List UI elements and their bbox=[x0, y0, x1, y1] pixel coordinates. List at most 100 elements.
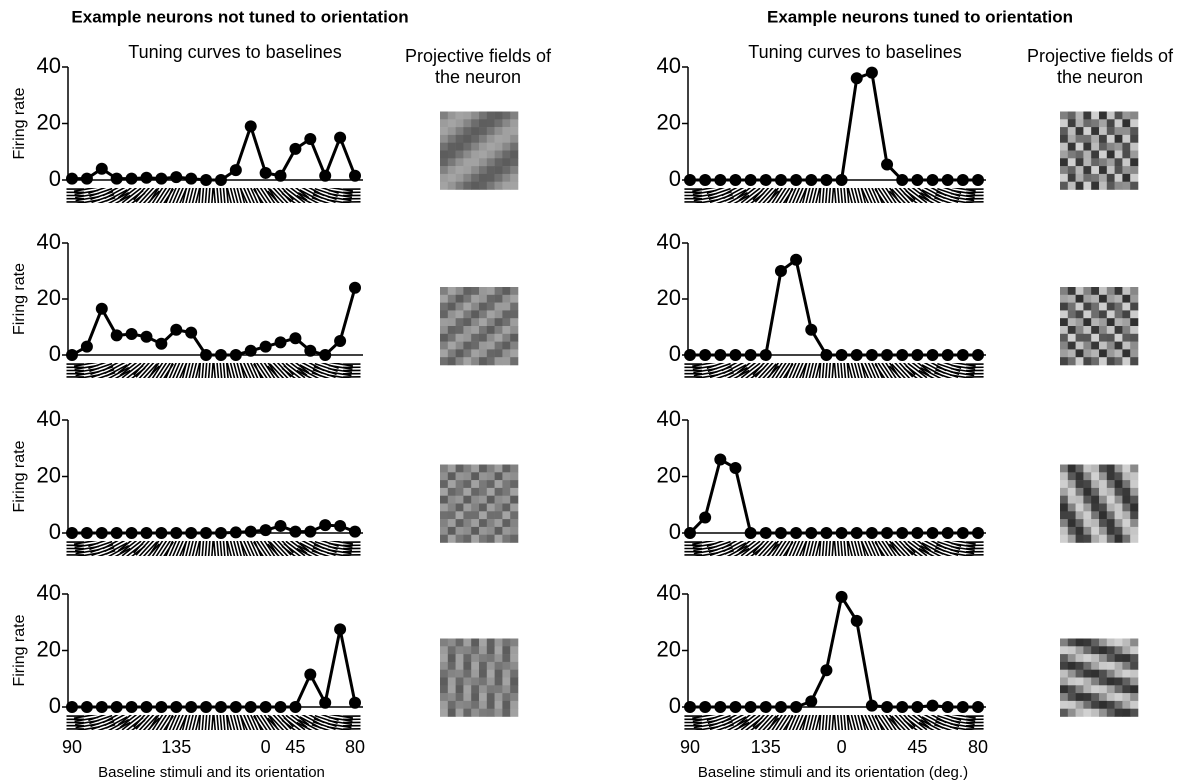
pixel bbox=[456, 662, 464, 670]
pixel bbox=[1060, 342, 1068, 350]
point bbox=[896, 174, 908, 186]
stripe bbox=[857, 710, 863, 733]
pixel bbox=[1076, 496, 1084, 504]
x-tick-label: 0 bbox=[837, 737, 847, 757]
pixel bbox=[448, 334, 456, 342]
pixel bbox=[1130, 151, 1138, 159]
stimulus bbox=[737, 183, 764, 208]
pixel bbox=[479, 135, 487, 143]
pixel bbox=[471, 701, 479, 709]
pixel bbox=[471, 119, 479, 127]
pixel bbox=[1076, 182, 1084, 190]
pixel bbox=[1068, 342, 1076, 350]
point bbox=[304, 526, 316, 538]
stripe bbox=[808, 711, 814, 734]
stimulus bbox=[214, 183, 229, 208]
point bbox=[289, 143, 301, 155]
pixel bbox=[502, 295, 510, 303]
pixel bbox=[1115, 166, 1123, 174]
pixel bbox=[510, 166, 518, 174]
stripe bbox=[233, 359, 239, 382]
point bbox=[820, 349, 832, 361]
pixel bbox=[1115, 127, 1123, 135]
pixel bbox=[510, 303, 518, 311]
stimulus bbox=[118, 358, 145, 383]
stimulus bbox=[118, 710, 145, 735]
point bbox=[66, 349, 78, 361]
stimulus bbox=[848, 709, 866, 735]
point bbox=[200, 349, 212, 361]
stripe bbox=[825, 184, 827, 208]
stripe bbox=[208, 359, 210, 383]
stripe bbox=[844, 536, 846, 560]
pixel bbox=[1122, 334, 1130, 342]
pixel bbox=[1099, 535, 1107, 543]
pixel bbox=[495, 646, 503, 654]
pixel bbox=[456, 465, 464, 473]
pixel bbox=[1076, 465, 1084, 473]
pixel bbox=[1122, 496, 1130, 504]
pixel bbox=[440, 326, 448, 334]
pixel bbox=[1060, 119, 1068, 127]
stimulus bbox=[182, 357, 200, 383]
stripe bbox=[822, 536, 824, 560]
stimulus bbox=[848, 357, 866, 383]
pixel bbox=[448, 310, 456, 318]
pixel bbox=[1107, 639, 1115, 647]
pixel bbox=[1068, 519, 1076, 527]
pixel bbox=[510, 701, 518, 709]
pixel bbox=[448, 318, 456, 326]
pixel bbox=[487, 504, 495, 512]
pixel bbox=[487, 303, 495, 311]
pixel bbox=[479, 182, 487, 190]
point bbox=[790, 254, 802, 266]
y-tick-label: 20 bbox=[657, 285, 681, 310]
pixel bbox=[1115, 182, 1123, 190]
stripe bbox=[239, 357, 245, 380]
stimulus bbox=[166, 357, 187, 384]
pixel bbox=[495, 639, 503, 647]
pixel bbox=[1115, 472, 1123, 480]
pixel bbox=[479, 151, 487, 159]
point bbox=[66, 527, 78, 539]
pixel bbox=[463, 693, 471, 701]
point bbox=[170, 701, 182, 713]
pixel bbox=[471, 511, 479, 519]
stripe bbox=[214, 184, 216, 208]
stripe bbox=[851, 712, 857, 735]
point bbox=[729, 701, 741, 713]
stripe bbox=[236, 710, 242, 733]
y-tick-label: 0 bbox=[669, 341, 681, 366]
pixel bbox=[463, 654, 471, 662]
pixel bbox=[510, 135, 518, 143]
point bbox=[942, 174, 954, 186]
pixel bbox=[1122, 135, 1130, 143]
pixel bbox=[1107, 527, 1115, 535]
pixel bbox=[1060, 472, 1068, 480]
pixel bbox=[479, 174, 487, 182]
pixel bbox=[1122, 119, 1130, 127]
pixel bbox=[1107, 158, 1115, 166]
pixel bbox=[1122, 519, 1130, 527]
stripe bbox=[220, 537, 222, 561]
pixel bbox=[440, 112, 448, 120]
pixel bbox=[1099, 135, 1107, 143]
pixel bbox=[1115, 357, 1123, 365]
stripe bbox=[837, 711, 839, 735]
pixel bbox=[1099, 693, 1107, 701]
y-tick-label: 20 bbox=[37, 109, 61, 134]
pixel bbox=[456, 678, 464, 686]
pixel bbox=[510, 639, 518, 647]
pixel bbox=[1060, 357, 1068, 365]
stimulus bbox=[134, 182, 160, 208]
point bbox=[349, 526, 361, 538]
stripe bbox=[892, 364, 908, 382]
pixel bbox=[1091, 303, 1099, 311]
pixel bbox=[471, 127, 479, 135]
pixel bbox=[1083, 334, 1091, 342]
pixel bbox=[1122, 480, 1130, 488]
x-tick-label: 45 bbox=[907, 737, 927, 757]
point bbox=[851, 349, 863, 361]
point bbox=[126, 328, 138, 340]
pixel bbox=[502, 143, 510, 151]
